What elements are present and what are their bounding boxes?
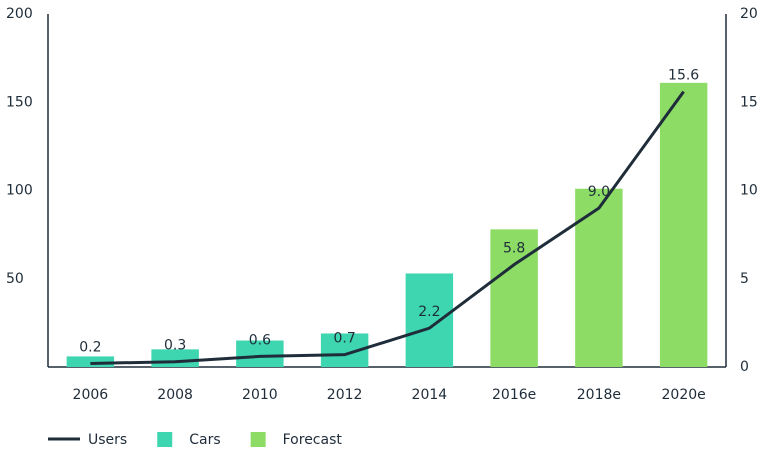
data-label: 0.2	[79, 339, 101, 355]
x-tick-label: 2010	[242, 387, 278, 403]
data-label: 0.6	[249, 332, 271, 348]
y2-tick-label: 0	[740, 359, 749, 375]
x-tick-label: 2008	[157, 387, 193, 403]
x-tick-label: 2016e	[492, 387, 536, 403]
bar	[236, 340, 284, 367]
bar	[575, 188, 623, 367]
data-label: 15.6	[668, 68, 699, 84]
data-label: 2.2	[418, 304, 440, 320]
legend-label: Cars	[189, 432, 220, 448]
x-tick-label: 2020e	[662, 387, 706, 403]
line	[90, 90, 685, 365]
bar	[659, 82, 708, 368]
y-tick-label: 50	[6, 271, 24, 287]
x-tick-label: 2012	[327, 387, 363, 403]
y2-tick-label: 15	[740, 94, 758, 110]
legend-label: Forecast	[283, 432, 343, 448]
x-tick-label: 2014	[412, 387, 448, 403]
x-tick-label: 2018e	[577, 387, 621, 403]
data-label: 9.0	[588, 184, 610, 200]
data-label: 5.8	[503, 241, 525, 257]
y-tick-label: 150	[6, 94, 33, 110]
y2-tick-label: 20	[740, 6, 758, 22]
legend-label: Users	[88, 432, 127, 448]
data-label: 0.3	[164, 338, 186, 354]
y-tick-label: 100	[6, 183, 33, 199]
y2-tick-label: 10	[740, 183, 758, 199]
x-tick-label: 2006	[73, 387, 109, 403]
bar	[66, 356, 115, 367]
y-tick-label: 200	[6, 6, 33, 22]
legend-swatch	[157, 432, 173, 447]
bar	[490, 229, 538, 367]
data-label: 0.7	[333, 331, 355, 347]
y2-tick-label: 5	[740, 271, 749, 287]
bar	[405, 273, 454, 367]
legend-swatch	[250, 432, 266, 447]
